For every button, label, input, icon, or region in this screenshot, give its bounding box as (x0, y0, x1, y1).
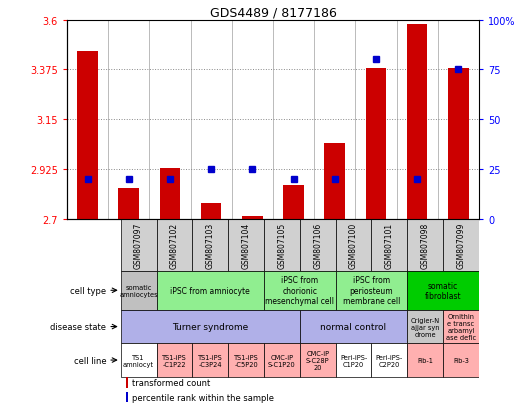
Bar (300, 344, 336, 377)
Bar (407, 344, 443, 377)
Bar (336, 219, 371, 271)
Text: Peri-iPS-
C1P20: Peri-iPS- C1P20 (340, 354, 367, 367)
Bar (371, 344, 407, 377)
Text: Turner syndrome: Turner syndrome (172, 322, 248, 331)
Bar (283, 186, 304, 219)
Text: GSM807106: GSM807106 (313, 222, 322, 268)
Bar (336, 344, 371, 377)
Text: GSM807097: GSM807097 (134, 222, 143, 268)
Bar (324, 144, 345, 219)
Text: Ornithin
e transc
arbamyl
ase defic: Ornithin e transc arbamyl ase defic (446, 313, 476, 340)
Bar (443, 219, 479, 271)
Text: GSM807104: GSM807104 (242, 222, 251, 268)
Bar (228, 344, 264, 377)
Text: TS1
amniocyt: TS1 amniocyt (123, 354, 154, 367)
Bar (448, 69, 469, 219)
Bar (443, 310, 479, 344)
Text: cell line: cell line (74, 356, 107, 365)
Bar (121, 310, 300, 344)
Bar (407, 25, 427, 219)
Text: Fib-3: Fib-3 (453, 357, 469, 363)
Title: GDS4489 / 8177186: GDS4489 / 8177186 (210, 7, 336, 19)
Text: disease state: disease state (50, 322, 107, 331)
Bar (118, 188, 139, 219)
Text: TS1-iPS
-C1P22: TS1-iPS -C1P22 (162, 354, 187, 367)
Bar (242, 217, 263, 219)
Bar (264, 219, 300, 271)
Text: iPSC from
periosteum
membrane cell: iPSC from periosteum membrane cell (343, 276, 400, 306)
Text: somatic
amniocytes: somatic amniocytes (119, 284, 158, 297)
Bar (157, 344, 192, 377)
Text: CMC-iP
S-C1P20: CMC-iP S-C1P20 (268, 354, 296, 367)
Text: Peri-iPS-
C2P20: Peri-iPS- C2P20 (376, 354, 403, 367)
Text: cell type: cell type (70, 286, 107, 295)
Bar (407, 219, 443, 271)
Bar (192, 219, 228, 271)
Bar (443, 344, 479, 377)
Bar (121, 271, 157, 310)
Bar (300, 219, 336, 271)
Text: GSM807098: GSM807098 (421, 222, 430, 268)
Text: CMC-iP
S-C28P
20: CMC-iP S-C28P 20 (306, 350, 330, 370)
Bar (126, 377, 128, 387)
Text: percentile rank within the sample: percentile rank within the sample (132, 393, 273, 402)
Bar (407, 271, 479, 310)
Bar (201, 204, 221, 219)
Text: somatic
fibroblast: somatic fibroblast (425, 281, 461, 300)
Bar (300, 310, 407, 344)
Text: TS1-iPS
-C5P20: TS1-iPS -C5P20 (234, 354, 259, 367)
Bar (160, 169, 180, 219)
Bar (157, 219, 192, 271)
Text: GSM807105: GSM807105 (278, 222, 286, 268)
Text: TS1-iPS
-C3P24: TS1-iPS -C3P24 (198, 354, 222, 367)
Bar (336, 271, 407, 310)
Text: Fib-1: Fib-1 (417, 357, 433, 363)
Text: GSM807099: GSM807099 (456, 222, 466, 268)
Text: GSM807103: GSM807103 (206, 222, 215, 268)
Bar (228, 219, 264, 271)
Text: transformed count: transformed count (132, 378, 210, 387)
Bar (126, 392, 128, 402)
Text: iPSC from
chorionic
mesenchymal cell: iPSC from chorionic mesenchymal cell (265, 276, 334, 306)
Text: normal control: normal control (320, 322, 387, 331)
Bar (77, 52, 98, 219)
Text: GSM807102: GSM807102 (170, 222, 179, 268)
Bar (121, 344, 157, 377)
Bar (264, 344, 300, 377)
Bar (121, 219, 157, 271)
Text: Crigler-N
ajjar syn
drome: Crigler-N ajjar syn drome (410, 317, 440, 337)
Text: iPSC from amniocyte: iPSC from amniocyte (170, 286, 250, 295)
Bar (371, 219, 407, 271)
Text: GSM807101: GSM807101 (385, 222, 394, 268)
Bar (192, 344, 228, 377)
Text: GSM807100: GSM807100 (349, 222, 358, 268)
Bar (407, 310, 443, 344)
Bar (264, 271, 336, 310)
Bar (366, 69, 386, 219)
Bar (157, 271, 264, 310)
